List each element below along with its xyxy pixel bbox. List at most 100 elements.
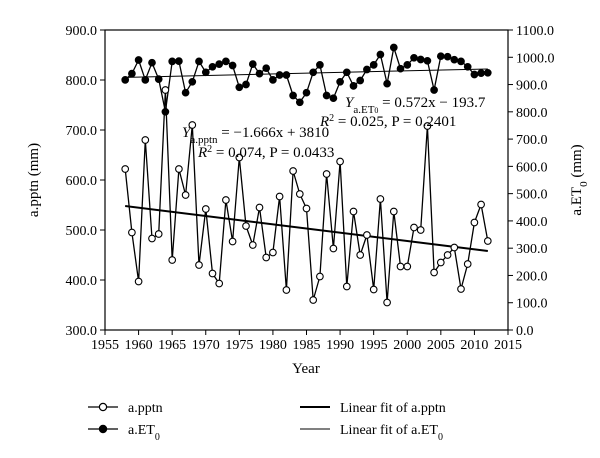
point-a-et0 — [463, 62, 472, 71]
point-a-pptn — [389, 207, 398, 216]
point-a-pptn — [477, 200, 485, 209]
x-tick-label: 1985 — [293, 338, 321, 353]
series-lines — [124, 46, 489, 304]
point-a-pptn — [248, 241, 257, 249]
point-a-pptn — [322, 170, 331, 178]
et0-fit-equation: Ya.ET0 = 0.572x − 193.7 — [345, 95, 486, 116]
point-a-et0 — [342, 68, 351, 77]
y-right-tick-label: 1000.0 — [516, 51, 555, 66]
point-a-et0 — [201, 68, 210, 77]
pptn-fit-stats: R2 = 0.074, P = 0.0433 — [197, 144, 334, 162]
point-a-pptn — [383, 298, 391, 307]
point-a-et0 — [128, 69, 136, 78]
point-a-pptn — [329, 244, 338, 253]
y-left-tick-label: 500.0 — [66, 224, 98, 239]
point-a-et0 — [403, 61, 412, 69]
point-a-et0 — [396, 64, 405, 73]
y-axis-right: 0.0 100.0 200.0 300.0 400.0 500.0 600.0 700.0 80… — [508, 24, 555, 339]
point-a-pptn — [208, 269, 217, 278]
point-a-pptn — [141, 136, 150, 144]
x-tick-label: 2015 — [494, 338, 522, 353]
legend-item-pptn: a.pptn — [88, 401, 163, 416]
point-a-pptn — [242, 222, 250, 230]
y-axis-left: 300.0 400.0 500.0 600.0 700.0 800.0 900.0 — [66, 24, 105, 339]
point-a-et0 — [188, 77, 197, 86]
y-axis-left-title: a.pptn (mm) — [26, 143, 42, 217]
point-a-et0 — [235, 83, 244, 92]
x-tick-label: 1995 — [360, 338, 388, 353]
point-a-et0 — [168, 57, 177, 66]
point-a-pptn — [470, 218, 479, 227]
point-a-pptn — [423, 122, 432, 130]
y-right-tick-label: 800.0 — [516, 106, 548, 121]
point-a-pptn — [275, 192, 284, 201]
point-a-pptn — [255, 203, 264, 212]
point-a-et0 — [470, 70, 479, 79]
point-a-pptn — [483, 237, 492, 245]
x-tick-label: 1970 — [192, 338, 220, 353]
point-a-et0 — [195, 57, 203, 66]
point-a-et0 — [430, 86, 438, 94]
point-a-pptn — [363, 231, 371, 239]
point-a-et0 — [336, 77, 344, 86]
point-a-pptn — [410, 223, 418, 232]
point-a-pptn — [336, 157, 344, 166]
point-a-et0 — [483, 68, 492, 77]
y-right-tick-label: 100.0 — [516, 297, 548, 312]
x-axis-title: Year — [292, 361, 320, 377]
x-tick-label: 1965 — [158, 338, 186, 353]
y-left-tick-label: 400.0 — [66, 274, 98, 289]
point-a-pptn — [235, 153, 244, 162]
point-a-et0 — [269, 76, 277, 84]
point-a-pptn — [430, 268, 438, 277]
x-tick-label: 1975 — [225, 338, 253, 353]
fit-lines — [125, 68, 488, 252]
x-axis: 1955 1960 1965 1970 1975 1980 1985 1990 1995 2000… — [91, 330, 522, 353]
point-a-pptn — [342, 282, 351, 291]
y-right-tick-label: 700.0 — [516, 133, 548, 148]
point-a-et0 — [121, 76, 130, 84]
point-a-pptn — [195, 261, 203, 269]
y-left-tick-label: 700.0 — [66, 124, 98, 139]
point-a-pptn — [463, 260, 472, 268]
point-a-pptn — [228, 237, 237, 246]
point-a-et0 — [248, 60, 257, 68]
point-a-pptn — [289, 167, 297, 175]
et0-fit-stats: R2 = 0.025, P = 0.2401 — [319, 113, 456, 131]
legend-et0-label: a.ET0 — [128, 423, 160, 443]
point-a-et0 — [255, 69, 264, 78]
y-right-tick-label: 200.0 — [516, 269, 548, 284]
y-left-tick-label: 800.0 — [66, 74, 98, 89]
point-a-pptn — [403, 262, 412, 271]
point-a-pptn — [168, 256, 177, 264]
point-a-et0 — [450, 55, 459, 64]
point-a-et0 — [275, 71, 284, 79]
point-a-et0 — [302, 88, 311, 97]
point-a-et0 — [316, 61, 324, 69]
point-a-et0 — [416, 55, 425, 64]
point-a-pptn — [134, 277, 143, 286]
point-a-et0 — [262, 64, 271, 73]
point-a-pptn — [450, 243, 459, 252]
legend-et0-marker — [98, 424, 108, 434]
point-a-pptn — [175, 165, 183, 173]
x-tick-label: 1980 — [259, 338, 287, 353]
x-tick-label: 2000 — [393, 338, 421, 353]
y-right-tick-label: 300.0 — [516, 242, 548, 257]
y-right-tick-label: 1100.0 — [516, 24, 554, 39]
point-a-et0 — [436, 52, 445, 61]
x-tick-label: 2010 — [460, 338, 488, 353]
point-a-pptn — [215, 279, 224, 288]
point-a-pptn — [222, 196, 230, 204]
y-axis-right-title: a.ET0 (mm) — [569, 144, 590, 215]
y-right-tick-label: 400.0 — [516, 215, 548, 230]
point-a-pptn — [181, 191, 190, 199]
point-a-pptn — [443, 251, 452, 259]
point-a-et0 — [175, 57, 183, 65]
point-a-et0 — [181, 88, 190, 97]
plot-frame — [104, 29, 509, 331]
point-a-pptn — [376, 195, 385, 203]
point-a-et0 — [295, 98, 304, 107]
x-tick-label: 1955 — [91, 338, 119, 353]
point-a-et0 — [356, 76, 365, 85]
